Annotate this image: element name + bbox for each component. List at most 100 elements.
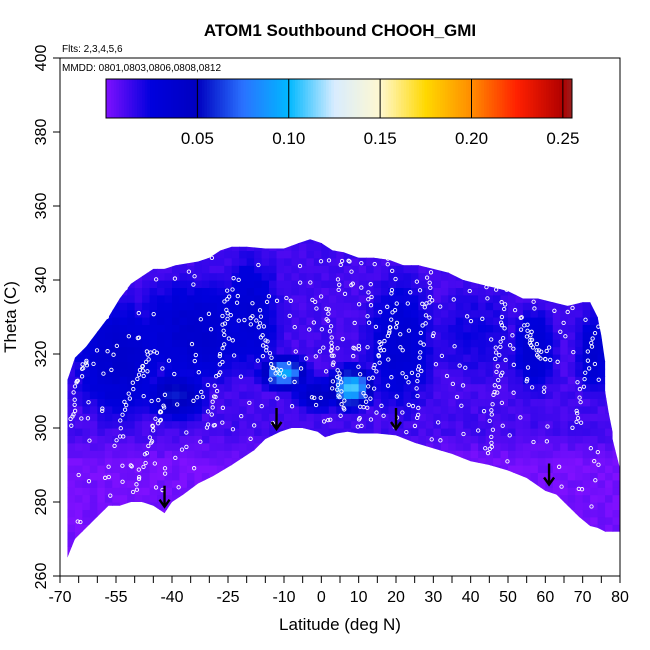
field-cell	[67, 502, 76, 510]
flight-point	[381, 413, 386, 418]
field-cell	[328, 250, 337, 259]
flight-point	[578, 420, 584, 425]
field-cell	[530, 516, 539, 525]
field-cell	[552, 472, 561, 481]
flight-point	[511, 362, 516, 367]
colorbar-segment	[421, 79, 425, 118]
field-cell	[597, 331, 606, 340]
field-cell	[149, 553, 158, 558]
field-cell	[440, 368, 449, 377]
flight-point	[583, 370, 588, 375]
field-cell	[448, 546, 457, 555]
field-cell	[127, 569, 135, 577]
field-cell	[418, 398, 427, 407]
colorbar-segment	[411, 79, 415, 118]
field-cell	[239, 280, 248, 288]
field-cell	[209, 569, 217, 577]
field-cell	[456, 569, 464, 577]
field-cell	[583, 569, 591, 577]
flight-point	[120, 412, 125, 417]
field-cell	[284, 302, 293, 311]
field-cell	[276, 324, 285, 333]
field-cell	[306, 457, 315, 466]
flight-point	[198, 439, 203, 444]
field-cell	[97, 435, 106, 444]
field-cell	[239, 257, 248, 266]
field-cell	[537, 531, 546, 540]
field-cell	[470, 546, 479, 555]
field-cell	[97, 531, 106, 540]
field-cell	[351, 502, 360, 510]
field-cell	[455, 539, 464, 547]
field-cell	[508, 539, 517, 547]
field-cell	[590, 413, 599, 422]
flight-point	[209, 255, 215, 261]
field-cell	[455, 354, 464, 362]
field-cell	[500, 494, 509, 503]
field-cell	[82, 516, 91, 525]
field-cell	[209, 280, 218, 288]
x-tick-label: 40	[462, 589, 480, 606]
field-cell	[321, 435, 330, 444]
field-cell	[478, 221, 486, 229]
field-cell	[142, 250, 151, 259]
field-cell	[172, 339, 181, 348]
field-cell	[149, 250, 158, 259]
field-cell	[597, 368, 606, 377]
field-cell	[97, 339, 106, 348]
field-cell	[388, 354, 397, 362]
flight-point	[100, 408, 105, 414]
field-cell	[142, 257, 151, 266]
field-cell	[605, 391, 614, 399]
field-cell	[284, 272, 293, 281]
field-cell	[575, 524, 584, 533]
field-cell	[508, 272, 517, 281]
field-cell	[463, 413, 472, 422]
flight-point	[275, 367, 280, 372]
field-cell	[186, 383, 195, 392]
field-cell	[67, 376, 76, 385]
field-cell	[313, 553, 322, 558]
flight-point	[292, 324, 297, 330]
field-cell	[112, 302, 121, 311]
field-cell	[605, 339, 614, 348]
flight-point	[489, 412, 494, 417]
field-cell	[119, 391, 128, 399]
field-cell	[186, 287, 195, 296]
field-cell	[186, 257, 195, 266]
field-cell	[246, 494, 255, 503]
flight-point	[227, 294, 232, 299]
field-cell	[313, 280, 322, 288]
field-cell	[575, 553, 584, 558]
field-cell	[478, 368, 487, 377]
field-cell	[448, 413, 457, 422]
field-cell	[306, 413, 315, 422]
field-cell	[605, 428, 614, 436]
field-cell	[209, 376, 218, 385]
field-cell	[620, 236, 628, 244]
field-cell	[201, 250, 210, 259]
flight-point	[368, 303, 374, 308]
field-cell	[276, 524, 285, 533]
field-cell	[575, 465, 584, 473]
field-cell	[560, 405, 569, 414]
field-cell	[328, 405, 337, 414]
field-cell	[381, 324, 390, 333]
field-cell	[425, 272, 434, 281]
field-cell	[567, 272, 576, 281]
field-cell	[321, 428, 330, 436]
field-cell	[97, 239, 106, 244]
field-cell	[530, 331, 539, 340]
field-cell	[522, 361, 531, 370]
colorbar-segment	[183, 79, 187, 118]
field-cell	[366, 516, 375, 525]
colorbar-segment	[543, 79, 547, 118]
field-cell	[127, 509, 136, 518]
field-cell	[373, 457, 382, 466]
field-cell	[508, 265, 517, 274]
field-cell	[537, 376, 546, 385]
field-cell	[254, 420, 263, 429]
field-cell	[104, 398, 113, 407]
field-cell	[291, 317, 300, 325]
flight-track-points	[63, 255, 601, 525]
